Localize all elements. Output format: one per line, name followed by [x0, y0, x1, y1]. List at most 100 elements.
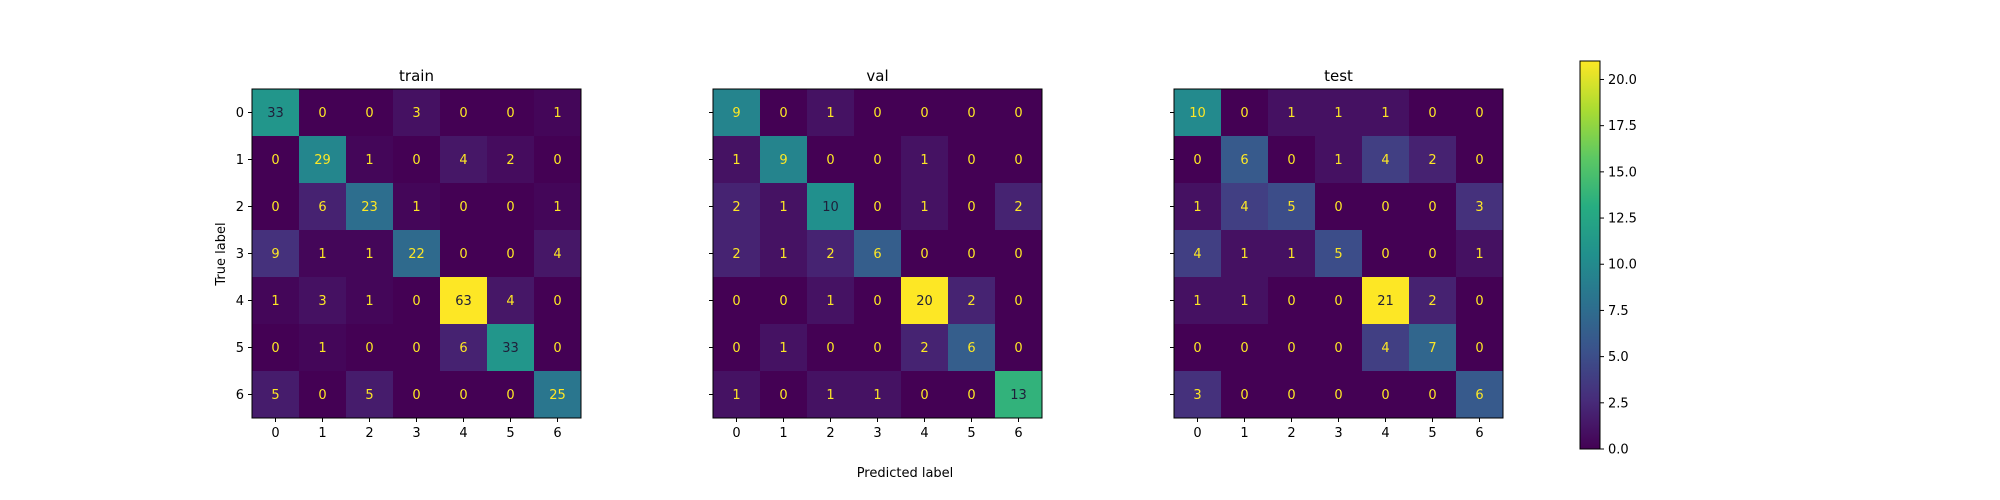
- matrix-cell: [854, 230, 902, 278]
- cell-value-label: 0: [1287, 341, 1295, 356]
- cell-value-label: 1: [1475, 247, 1483, 262]
- matrix-cell: [346, 324, 394, 372]
- matrix-cell: [1315, 230, 1363, 278]
- cell-value-label: 1: [553, 200, 561, 215]
- matrix-cell: [807, 183, 855, 231]
- cell-value-label: 1: [1287, 106, 1295, 121]
- cell-value-label: 1: [271, 294, 279, 309]
- matrix-cell: [346, 183, 394, 231]
- x-tick-label: 1: [1240, 426, 1248, 441]
- matrix-cell: [1362, 89, 1410, 137]
- cell-value-label: 1: [1287, 247, 1295, 262]
- cell-value-label: 1: [1334, 106, 1342, 121]
- cell-value-label: 4: [1240, 200, 1248, 215]
- cell-value-label: 0: [1381, 200, 1389, 215]
- matrix-cell: [440, 230, 488, 278]
- cell-value-label: 1: [365, 294, 373, 309]
- cell-value-label: 29: [314, 153, 331, 168]
- x-tick-label: 3: [873, 426, 881, 441]
- cell-value-label: 4: [1381, 153, 1389, 168]
- cell-value-label: 0: [506, 247, 514, 262]
- cell-value-label: 0: [1287, 388, 1295, 403]
- cell-value-label: 0: [506, 388, 514, 403]
- matrix-cell: [440, 89, 488, 137]
- matrix-cell: [713, 89, 761, 137]
- matrix-cell: [948, 183, 996, 231]
- panel-title: val: [866, 67, 888, 85]
- cell-value-label: 0: [1014, 294, 1022, 309]
- cell-value-label: 1: [412, 200, 420, 215]
- matrix-cell: [1456, 371, 1504, 419]
- matrix-cell: [901, 324, 949, 372]
- matrix-cell: [807, 371, 855, 419]
- cell-value-label: 2: [1428, 153, 1436, 168]
- cell-value-label: 0: [506, 200, 514, 215]
- cell-value-label: 0: [920, 388, 928, 403]
- matrix-cell: [1456, 277, 1504, 325]
- x-axis-label: Predicted label: [857, 466, 954, 481]
- matrix-cell: [299, 371, 347, 419]
- y-tick-label: 1: [236, 153, 244, 168]
- matrix-cell: [854, 277, 902, 325]
- matrix-cell: [713, 183, 761, 231]
- matrix-cell: [346, 277, 394, 325]
- matrix-cell: [487, 230, 535, 278]
- cell-value-label: 0: [779, 388, 787, 403]
- matrix-cell: [487, 89, 535, 137]
- cell-value-label: 3: [412, 106, 420, 121]
- cell-value-label: 0: [826, 341, 834, 356]
- matrix-cell: [1315, 136, 1363, 184]
- cell-value-label: 0: [920, 106, 928, 121]
- cell-value-label: 22: [408, 247, 425, 262]
- colorbar-gradient: [1579, 60, 1601, 450]
- colorbar-tick-label: 2.5: [1608, 396, 1629, 411]
- matrix-cell: [487, 371, 535, 419]
- matrix-cell: [1174, 230, 1222, 278]
- matrix-cell: [995, 89, 1043, 137]
- x-tick-label: 1: [318, 426, 326, 441]
- matrix-cell: [393, 136, 441, 184]
- matrix-cell: [713, 136, 761, 184]
- cell-value-label: 3: [318, 294, 326, 309]
- cell-value-label: 5: [1334, 247, 1342, 262]
- cell-value-label: 0: [1193, 153, 1201, 168]
- cell-value-label: 1: [1381, 106, 1389, 121]
- matrix-cell: [1409, 183, 1457, 231]
- matrix-cell: [1456, 89, 1504, 137]
- cell-value-label: 0: [967, 200, 975, 215]
- cell-value-label: 2: [732, 200, 740, 215]
- cell-value-label: 20: [916, 294, 933, 309]
- cell-value-label: 1: [365, 153, 373, 168]
- x-tick-label: 5: [967, 426, 975, 441]
- matrix-cell: [807, 136, 855, 184]
- matrix-cell: [760, 183, 808, 231]
- matrix-cell: [760, 136, 808, 184]
- matrix-cell: [854, 324, 902, 372]
- cell-value-label: 6: [1475, 388, 1483, 403]
- cell-value-label: 1: [732, 388, 740, 403]
- cell-value-label: 4: [553, 247, 561, 262]
- cell-value-label: 0: [1014, 153, 1022, 168]
- matrix-cell: [1456, 324, 1504, 372]
- matrix-cell: [487, 324, 535, 372]
- cell-value-label: 9: [732, 106, 740, 121]
- matrix-cell: [760, 324, 808, 372]
- cell-value-label: 0: [967, 388, 975, 403]
- matrix-cell: [1221, 277, 1269, 325]
- matrix-cell: [807, 277, 855, 325]
- x-tick-label: 6: [553, 426, 561, 441]
- matrix-cell: [534, 371, 582, 419]
- cell-value-label: 1: [920, 153, 928, 168]
- matrix-cell: [534, 136, 582, 184]
- cell-value-label: 0: [412, 294, 420, 309]
- matrix-cell: [252, 136, 300, 184]
- matrix-cell: [1221, 89, 1269, 137]
- matrix-cell: [807, 230, 855, 278]
- matrix-cell: [995, 183, 1043, 231]
- matrix-cell: [760, 277, 808, 325]
- cell-value-label: 0: [873, 106, 881, 121]
- cell-value-label: 0: [1014, 247, 1022, 262]
- cell-value-label: 0: [873, 153, 881, 168]
- cell-value-label: 0: [1334, 341, 1342, 356]
